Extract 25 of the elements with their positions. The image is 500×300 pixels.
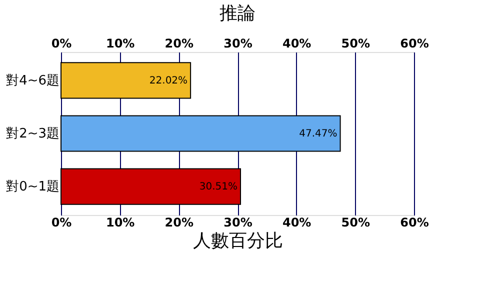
x2-tick-label: 60% [400,36,429,50]
x-tick-label: 50% [341,216,370,230]
bar [60,115,341,152]
x-tick-label: 0% [51,216,72,230]
x2-tick-label: 40% [282,36,312,50]
x2-tick-label: 10% [106,36,135,50]
bar [60,168,241,205]
data-label: 30.51% [199,182,238,193]
bar [60,62,192,99]
x-tick-label: 10% [106,216,135,230]
x2-tick-label: 30% [224,36,252,50]
y-tick-label: 對0~1題 [6,180,60,195]
x-tick-label: 40% [282,216,312,230]
x2-tick-label: 50% [341,36,370,50]
data-label: 47.47% [299,128,338,140]
y-tick-label: 對2~3題 [6,126,60,142]
x2-tick-label: 0% [51,36,72,50]
x-tick-label: 20% [164,216,194,230]
x2-tick-label: 20% [164,36,194,50]
x-tick-label: 60% [400,216,429,230]
y-tick-label: 對4~6題 [6,73,60,88]
chart-title: 推論 [220,3,256,24]
x-axis-title: 人數百分比 [193,230,283,252]
x-tick-label: 30% [224,216,252,230]
data-label: 22.02% [149,75,188,86]
